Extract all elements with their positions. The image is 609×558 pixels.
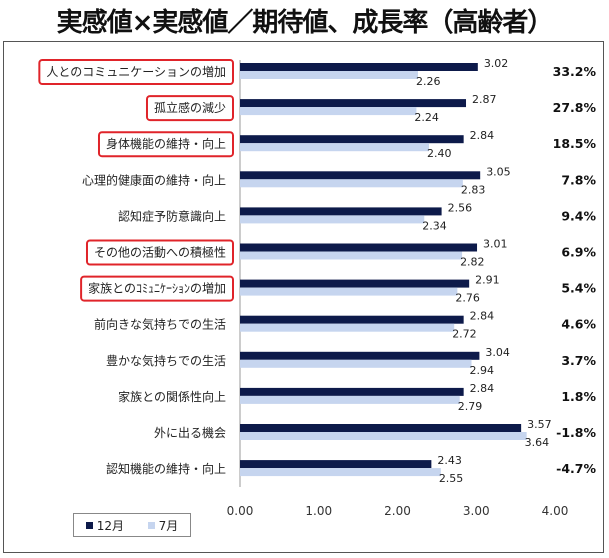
bar-july: [240, 287, 458, 296]
value-label-july: 2.34: [422, 219, 447, 232]
bar-december: [240, 279, 470, 288]
x-tick-label: 4.00: [542, 504, 569, 518]
bar-july: [240, 468, 441, 477]
legend-label-december: 12月: [96, 518, 125, 533]
value-label-july: 3.64: [525, 436, 550, 449]
value-label-july: 2.94: [470, 364, 495, 377]
value-label-july: 2.79: [458, 400, 483, 413]
value-label-december: 2.84: [470, 129, 495, 142]
category-label: 家族との関係性向上: [118, 389, 226, 404]
legend-item-july: 7月: [147, 517, 179, 534]
bar-july: [240, 107, 417, 116]
legend-label-july: 7月: [158, 518, 179, 533]
value-label-july: 2.72: [452, 328, 477, 341]
x-tick-label: 0.00: [227, 504, 254, 518]
growth-rate: 9.4%: [561, 208, 596, 223]
x-tick-label: 1.00: [305, 504, 332, 518]
bar-december: [240, 63, 478, 71]
highlight-box: [38, 59, 234, 85]
bar-december: [240, 243, 478, 252]
legend-swatch-december: [85, 521, 93, 529]
value-label-december: 2.84: [470, 310, 495, 323]
value-label-december: 3.05: [486, 165, 511, 178]
value-label-july: 2.83: [461, 183, 486, 196]
growth-rate: -1.8%: [556, 425, 596, 440]
bar-december: [240, 171, 481, 180]
bar-july: [240, 143, 429, 152]
chart-frame: [3, 41, 604, 553]
bar-december: [240, 207, 442, 216]
legend-swatch-july: [147, 521, 155, 529]
bar-december: [240, 135, 464, 144]
growth-rate: 7.8%: [561, 172, 596, 187]
growth-rate: 5.4%: [561, 281, 596, 296]
x-tick-label: 3.00: [463, 504, 490, 518]
legend: 12月 7月: [73, 513, 191, 537]
bar-december: [240, 387, 464, 396]
category-label: その他の活動への積極性: [94, 245, 226, 260]
highlight-box: [145, 95, 234, 122]
bar-july: [240, 179, 463, 188]
category-label: 孤立感の減少: [154, 100, 226, 115]
value-label-december: 2.43: [437, 454, 462, 467]
highlight-box: [97, 131, 234, 158]
bar-july: [240, 71, 418, 79]
value-label-december: 2.56: [448, 201, 473, 214]
highlight-box: [80, 275, 234, 302]
value-label-july: 2.55: [439, 472, 464, 485]
growth-rate: 27.8%: [553, 100, 597, 115]
bar-july: [240, 323, 455, 332]
bar-december: [240, 99, 467, 108]
value-label-july: 2.40: [427, 147, 452, 160]
value-label-december: 3.02: [484, 57, 509, 70]
growth-rate: 1.8%: [561, 389, 596, 404]
chart-title: 実感値×実感値／期待値、成長率（高齢者）: [56, 8, 554, 38]
category-label: 心理的健康面の維持・向上: [82, 172, 226, 187]
bar-december: [240, 460, 432, 469]
bar-july: [240, 395, 460, 404]
growth-rate: 18.5%: [553, 136, 597, 151]
value-label-december: 3.57: [527, 418, 552, 431]
legend-item-december: 12月: [85, 517, 125, 534]
category-label: 認知症予防意識向上: [118, 208, 226, 223]
category-label: 家族とのｺﾐｭﾆｹｰｼｮﾝの増加: [88, 281, 226, 296]
category-label: 認知機能の維持・向上: [106, 461, 226, 476]
value-label-december: 3.04: [485, 346, 510, 359]
category-label: 身体機能の維持・向上: [106, 136, 226, 151]
growth-rate: 3.7%: [561, 353, 596, 368]
value-label-december: 2.91: [475, 274, 500, 287]
bar-december: [240, 424, 522, 432]
value-label-july: 2.24: [414, 111, 439, 124]
value-label-december: 3.01: [483, 238, 508, 251]
value-label-july: 2.26: [416, 75, 441, 88]
x-tick-label: 2.00: [384, 504, 411, 518]
bar-july: [240, 359, 472, 368]
bar-december: [240, 351, 480, 360]
growth-rate: 6.9%: [561, 245, 596, 260]
value-label-december: 2.87: [472, 93, 497, 106]
growth-rate: 33.2%: [553, 64, 597, 79]
bar-july: [240, 215, 425, 224]
bar-december: [240, 315, 464, 324]
value-label-july: 2.82: [460, 256, 485, 269]
growth-rate: 4.6%: [561, 317, 596, 332]
bar-july: [240, 251, 463, 260]
highlight-box: [85, 239, 234, 266]
value-label-july: 2.76: [455, 292, 480, 305]
value-label-december: 2.84: [470, 382, 495, 395]
category-label: 前向きな気持ちでの生活: [94, 317, 226, 332]
category-label: 人とのコミュニケーションの増加: [46, 65, 226, 79]
growth-rate: -4.7%: [556, 461, 596, 476]
bar-july: [240, 432, 527, 440]
category-label: 外に出る機会: [154, 425, 226, 440]
category-label: 豊かな気持ちでの生活: [106, 353, 226, 368]
